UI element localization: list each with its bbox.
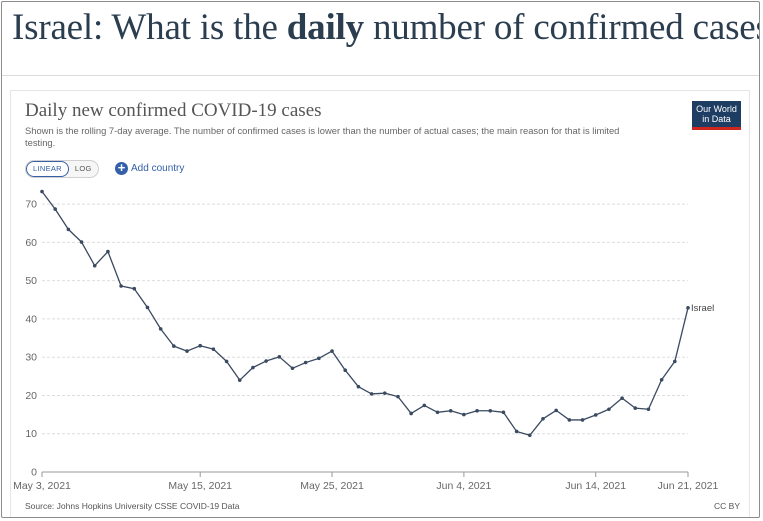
scale-toggle: LINEAR LOG [25,160,99,178]
logo-line-2: in Data [702,114,731,124]
data-point[interactable] [106,249,110,254]
data-point[interactable] [277,355,282,359]
series-lines [41,191,689,436]
gridlines [42,203,688,435]
page-headline: Israel: What is the daily number of conf… [12,6,760,49]
x-tick-label: May 3, 2021 [13,480,71,492]
x-tick-label: May 15, 2021 [168,480,232,492]
headline-divider [2,75,759,76]
data-point[interactable] [356,384,361,389]
data-point[interactable] [488,408,493,413]
data-point[interactable] [92,263,97,268]
chart-subtitle: Shown is the rolling 7-day average. The … [25,125,620,148]
license-link[interactable]: CC BY [714,501,740,511]
data-point[interactable] [224,359,229,364]
data-point[interactable] [303,360,308,365]
data-point[interactable] [620,396,624,400]
y-tick-label: 40 [25,313,37,325]
data-point[interactable] [580,418,585,422]
data-point[interactable] [369,392,374,396]
data-point[interactable] [501,410,506,415]
series-line-israel [41,191,689,436]
data-point[interactable] [172,344,176,348]
log-scale-button[interactable]: LOG [74,164,92,173]
headline-pre: Israel: What is the [12,7,287,48]
chart-title: Daily new confirmed COVID-19 cases [25,100,322,121]
add-country-label: Add country [131,162,185,174]
y-tick-label: 20 [25,390,37,402]
data-point[interactable] [673,359,677,364]
data-point[interactable] [237,378,242,382]
source-note: Source: Johns Hopkins University CSSE CO… [25,501,240,511]
data-point[interactable] [686,306,690,310]
add-country-button[interactable]: + Add country [115,160,184,176]
data-point[interactable] [475,408,479,413]
data-point[interactable] [40,189,44,194]
data-point[interactable] [290,366,295,371]
data-point[interactable] [145,305,150,310]
linear-scale-button[interactable]: LINEAR [26,161,69,177]
data-point[interactable] [396,394,400,399]
data-point[interactable] [211,347,216,351]
data-point[interactable] [462,412,466,417]
data-point[interactable] [409,411,413,416]
x-tick-label: Jun 21, 2021 [658,480,719,492]
owid-logo[interactable]: Our World in Data [692,101,741,130]
data-point[interactable] [382,391,387,395]
data-point[interactable] [132,286,137,291]
data-point[interactable] [53,207,57,211]
data-point[interactable] [251,365,255,370]
data-point[interactable] [514,429,519,434]
data-point[interactable] [119,284,123,288]
chart-card: Daily new confirmed COVID-19 cases Shown… [10,90,750,517]
x-axis-ticks: May 3, 2021 May 15, 2021 May 25, 2021 Jun 4… [13,472,719,492]
data-point[interactable] [607,407,611,412]
y-tick-label: 70 [25,199,37,211]
headline-post: number of confirmed cases? [363,7,760,48]
series-label: Israel [691,303,714,314]
y-axis-ticks: 0 10 20 30 40 50 60 70 [25,199,37,479]
data-point[interactable] [593,413,598,417]
data-point[interactable] [567,418,572,422]
x-tick-label: May 25, 2021 [300,480,364,492]
data-points [40,189,690,438]
plus-circle-icon: + [115,161,128,175]
data-point[interactable] [343,368,348,373]
data-point[interactable] [422,403,427,408]
data-point[interactable] [185,349,189,353]
data-point[interactable] [66,227,71,232]
data-point[interactable] [554,408,558,413]
data-point[interactable] [435,410,440,415]
y-tick-label: 50 [25,275,37,287]
data-point[interactable] [317,356,321,361]
data-point[interactable] [198,343,203,348]
data-point[interactable] [541,417,545,421]
data-point[interactable] [264,359,268,363]
data-point[interactable] [158,327,163,331]
data-point[interactable] [633,406,638,410]
series-labels: Israel [691,303,714,314]
data-point[interactable] [646,407,651,412]
y-tick-label: 10 [25,428,37,440]
x-tick-label: Jun 4, 2021 [436,480,491,492]
x-tick-label: Jun 14, 2021 [565,480,626,492]
y-tick-label: 60 [25,237,37,249]
y-tick-label: 0 [31,467,37,479]
y-tick-label: 30 [25,352,37,364]
data-point[interactable] [527,433,532,438]
data-point[interactable] [659,377,664,382]
headline-bold: daily [286,7,364,48]
data-point[interactable] [79,240,84,244]
logo-line-1: Our World [696,104,737,114]
data-point[interactable] [330,349,334,353]
data-point[interactable] [448,408,453,413]
